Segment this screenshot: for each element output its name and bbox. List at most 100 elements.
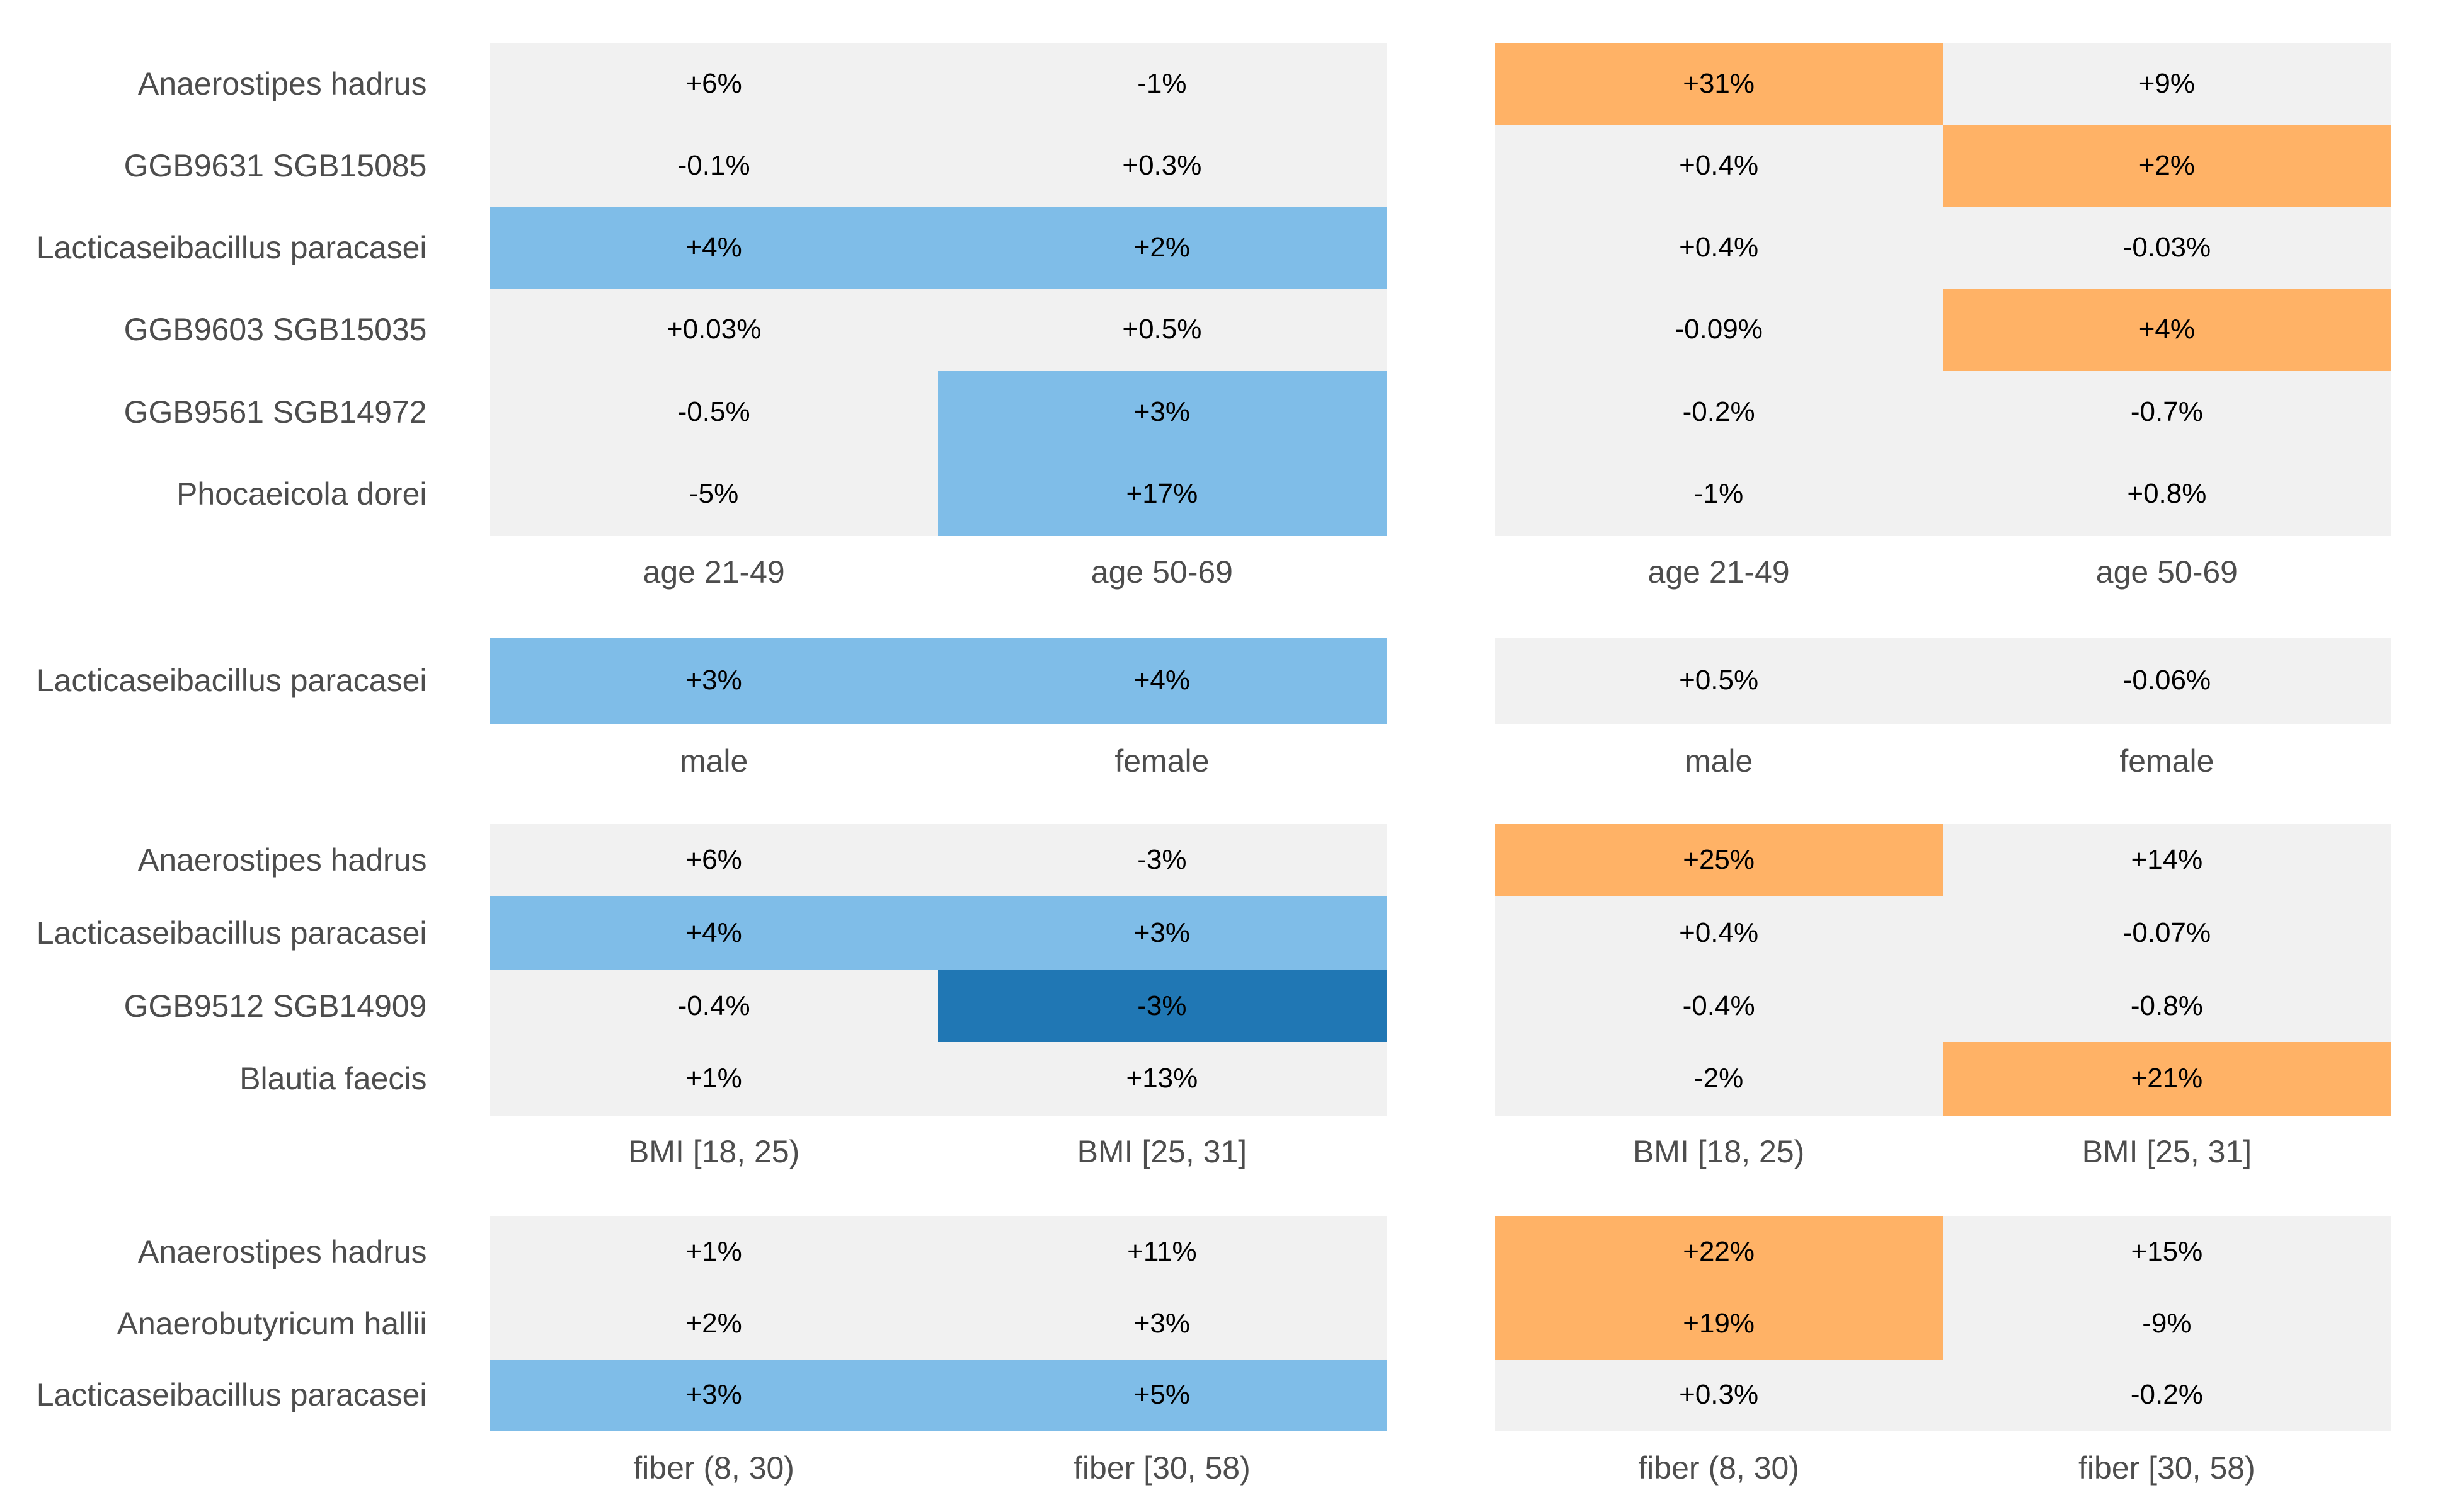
heatmap-cell [1494,1359,1944,1432]
heatmap-cell [1494,370,1944,454]
cell-value-label: +0.4% [1679,232,1759,263]
heatmap-cell [1494,1216,1944,1288]
cell-value-label: -0.8% [2130,990,2203,1021]
row-label: Lacticaseibacillus paracasei [36,915,427,951]
heatmap-cell [490,896,939,970]
column-label: fiber (8, 30) [633,1450,794,1486]
column-label: age 21-49 [643,554,785,590]
heatmap-cell [937,370,1387,454]
heatmap-cell [937,124,1387,207]
column-label: age 50-69 [1091,554,1233,590]
cell-value-label: +0.4% [1679,149,1759,181]
cell-value-label: +0.5% [1122,314,1202,345]
heatmap-cell [1494,289,1944,372]
heatmap-cell [490,452,939,536]
heatmap-cell [937,289,1387,372]
cell-value-label: +0.03% [666,314,762,345]
cell-value-label: -0.4% [1682,990,1755,1021]
cell-value-label: +4% [685,232,742,263]
cell-value-label: -0.7% [2130,396,2203,427]
cell-value-label: +4% [1133,665,1191,696]
heatmap-cell [1494,823,1944,898]
heatmap-cell [937,1359,1387,1432]
cell-value-label: +9% [2138,67,2196,99]
heatmap-cell [490,1287,939,1360]
cell-value-label: -0.07% [2122,917,2211,948]
column-label: male [1684,743,1753,779]
cell-value-label: +25% [1683,844,1755,876]
heatmap-cell [1942,823,2391,898]
column-label: BMI [18, 25) [627,1133,800,1169]
cell-value-label: -1% [1137,67,1187,99]
cell-value-label: -0.2% [2130,1379,2203,1411]
heatmap-cell [1942,370,2391,454]
heatmap-cell [1494,207,1944,290]
row-label: Anaerostipes hadrus [137,1234,427,1269]
cell-value-label: +0.3% [1122,149,1202,181]
heatmap-cell [1494,42,1944,125]
cell-value-label: +15% [2131,1235,2203,1267]
column-label: age 21-49 [1647,554,1790,590]
row-label: Anaerostipes hadrus [137,842,427,878]
heatmap-cell [1942,42,2391,125]
row-label: Lacticaseibacillus paracasei [36,663,427,698]
row-label: GGB9631 SGB15085 [123,147,427,183]
heatmap-cell [937,1216,1387,1288]
heatmap-cell [490,1359,939,1432]
cell-value-label: +1% [685,1063,742,1094]
cell-value-label: -0.09% [1675,314,1763,345]
cell-value-label: +3% [685,665,742,696]
heatmap-cell [1494,1042,1944,1116]
column-label: BMI [18, 25) [1632,1133,1805,1169]
cell-value-label: -2% [1694,1063,1744,1094]
heatmap-cell [1494,896,1944,970]
row-label: GGB9603 SGB15035 [123,312,427,348]
cell-value-label: -9% [2142,1307,2192,1339]
column-label: BMI [25, 31] [1077,1133,1247,1169]
heatmap-cell [937,896,1387,970]
cell-value-label: +3% [1133,1307,1191,1339]
heatmap-cell [490,969,939,1043]
cell-value-label: -0.2% [1682,396,1755,427]
cell-value-label: +3% [685,1379,742,1411]
heatmap-cell [490,124,939,207]
heatmap-cell [1942,289,2391,372]
column-label: fiber [30, 58) [2078,1450,2255,1486]
cell-value-label: +14% [2131,844,2203,876]
heatmap-cell [1942,124,2391,207]
cell-value-label: +31% [1683,67,1755,99]
cell-value-label: +2% [2138,149,2196,181]
heatmap-cell [1942,969,2391,1043]
heatmap-cell [1494,124,1944,207]
heatmap-cell [490,823,939,898]
cell-value-label: +5% [1133,1379,1191,1411]
heatmap-cell [937,638,1387,724]
cell-value-label: +17% [1126,478,1198,509]
heatmap-cell [1942,1042,2391,1116]
cell-value-label: +21% [2131,1063,2203,1094]
heatmap-cell [937,1042,1387,1116]
heatmap-cell [490,1216,939,1288]
column-label: female [1114,743,1210,779]
heatmap-cell [937,207,1387,290]
heatmap-cell [937,823,1387,898]
heatmap-cell [1942,452,2391,536]
column-label: female [2119,743,2214,779]
heatmap-cell [937,452,1387,536]
heatmap-cell [490,207,939,290]
heatmap-cell [1942,1287,2391,1360]
cell-value-label: +1% [685,1235,742,1267]
cell-value-label: -3% [1137,990,1187,1021]
heatmap-cell [1942,1359,2391,1432]
cell-value-label: +11% [1127,1235,1197,1267]
heatmap-cell [1494,638,1944,724]
cell-value-label: +4% [685,917,742,948]
cell-value-label: -0.03% [2122,232,2211,263]
cell-value-label: +0.3% [1679,1379,1759,1411]
column-label: age 50-69 [2095,554,2238,590]
cell-value-label: +4% [2138,314,2196,345]
row-label: Phocaeicola dorei [176,476,427,512]
cell-value-label: -5% [689,478,739,509]
heatmap-cell [1494,452,1944,536]
